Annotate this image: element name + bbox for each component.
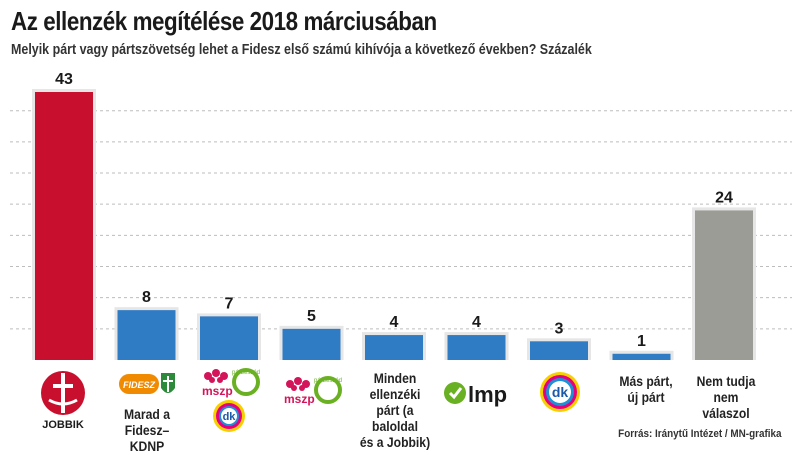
- value-label-2: 8: [142, 289, 151, 306]
- bar-7: [530, 341, 588, 360]
- mszp-parbeszed-logo: mszp párbeszéd: [202, 368, 260, 398]
- jobbik-logo: JOBBIK: [41, 371, 85, 431]
- all-opposition-label-line3: párt (a baloldal: [372, 403, 418, 434]
- category-label-all-opposition: Minden ellenzéki párt (a baloldal és a J…: [359, 371, 431, 451]
- dk-logo-text: dk: [552, 384, 569, 400]
- value-label-1: 43: [55, 71, 73, 88]
- value-label-3: 7: [225, 295, 234, 312]
- category-label-fidesz-kdnp: Marad a Fidesz–KDNP: [111, 407, 183, 455]
- value-label-7: 3: [555, 320, 564, 337]
- dont-know-label-line1: Nem tudja: [696, 374, 756, 389]
- fidesz-logo-text: FIDESZ: [123, 380, 156, 390]
- bar-4: [282, 328, 341, 360]
- dk-logo: dk: [540, 372, 580, 412]
- all-opposition-label-line1: Minden: [373, 371, 417, 386]
- bar-1: [35, 92, 93, 360]
- mszp-parbeszed-logo-2: mszp párbeszéd: [284, 376, 342, 406]
- bar-9: [695, 210, 753, 360]
- bar-3: [200, 316, 258, 360]
- value-label-6: 4: [472, 314, 481, 331]
- chart-title: Az ellenzék megítélése 2018 márciusában: [11, 6, 437, 36]
- mszp-logo-text-2: mszp: [284, 392, 315, 406]
- dk-logo-small: dk: [213, 400, 245, 432]
- fidesz-kdnp-logo: FIDESZ: [119, 373, 175, 394]
- value-label-5: 4: [390, 314, 399, 331]
- category-label-dont-know: Nem tudja nem válaszol: [690, 374, 762, 422]
- fidesz-kdnp-label-line2: Fidesz–KDNP: [124, 423, 170, 454]
- other-party-label-line1: Más párt,: [619, 374, 673, 389]
- value-label-4: 5: [307, 308, 316, 325]
- bar-8: [612, 353, 671, 360]
- fidesz-kdnp-label-line1: Marad a: [124, 407, 170, 422]
- lmp-logo-text: lmp: [468, 382, 507, 407]
- parbeszed-logo-text: párbeszéd: [232, 370, 260, 376]
- source-note: Forrás: Iránytű Intézet / MN-grafika: [618, 428, 782, 440]
- value-label-8: 1: [637, 333, 646, 350]
- dont-know-label-line2: nem válaszol: [702, 390, 750, 421]
- parbeszed-logo-text-2: párbeszéd: [314, 378, 342, 384]
- lmp-logo: lmp: [444, 382, 507, 407]
- all-opposition-label-line4: és a Jobbik): [359, 435, 431, 450]
- bar-2: [117, 310, 176, 360]
- mszp-logo-text: mszp: [202, 384, 233, 398]
- value-label-9: 24: [715, 189, 733, 206]
- bar-5: [365, 335, 423, 360]
- chart-subtitle: Melyik párt vagy pártszövetség lehet a F…: [11, 42, 592, 58]
- bar-6: [447, 335, 506, 360]
- category-label-other-party: Más párt, új párt: [610, 374, 682, 406]
- other-party-label-line2: új párt: [627, 390, 665, 405]
- dk-small-logo-text: dk: [223, 411, 237, 423]
- jobbik-logo-text: JOBBIK: [42, 419, 84, 431]
- all-opposition-label-line2: ellenzéki: [369, 387, 421, 402]
